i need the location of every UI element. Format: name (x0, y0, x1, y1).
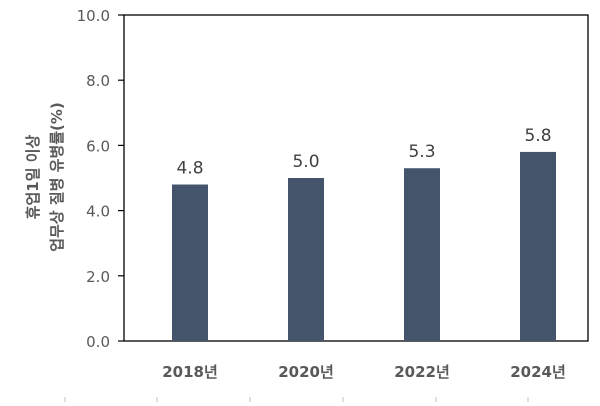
y-tick-label: 0.0 (86, 333, 110, 351)
x-axis-ticks: 2018년 2020년 2022년 2024년 (162, 363, 566, 381)
y-tick-label: 4.0 (86, 203, 110, 221)
bars (172, 151, 556, 341)
bar (520, 151, 556, 341)
x-tick-label: 2024년 (510, 363, 566, 381)
y-tick-label: 6.0 (86, 137, 110, 155)
y-axis-label-line-2: 업무상 질병 유병률(%) (48, 102, 66, 252)
bar (288, 178, 324, 341)
x-tick-label: 2018년 (162, 363, 218, 381)
y-axis-ticks: 0.0 2.0 4.0 6.0 8.0 10.0 (77, 7, 124, 351)
bar (404, 168, 440, 341)
y-axis-label-line-1: 휴업1일 이상 (24, 134, 42, 219)
data-label: 5.0 (292, 152, 319, 172)
bar (172, 184, 208, 341)
plot-area (123, 14, 589, 342)
data-label: 5.3 (408, 142, 435, 162)
x-tick-label: 2022년 (394, 363, 450, 381)
y-tick-label: 8.0 (86, 72, 110, 90)
x-tick-label: 2020년 (278, 363, 334, 381)
footer-tick-marks (64, 397, 529, 402)
data-labels: 4.8 5.0 5.3 5.8 (176, 126, 551, 179)
y-tick-label: 10.0 (77, 7, 110, 25)
plot-border (123, 14, 589, 342)
data-label: 5.8 (524, 126, 551, 146)
data-label: 4.8 (176, 159, 203, 179)
y-tick-label: 2.0 (86, 268, 110, 286)
